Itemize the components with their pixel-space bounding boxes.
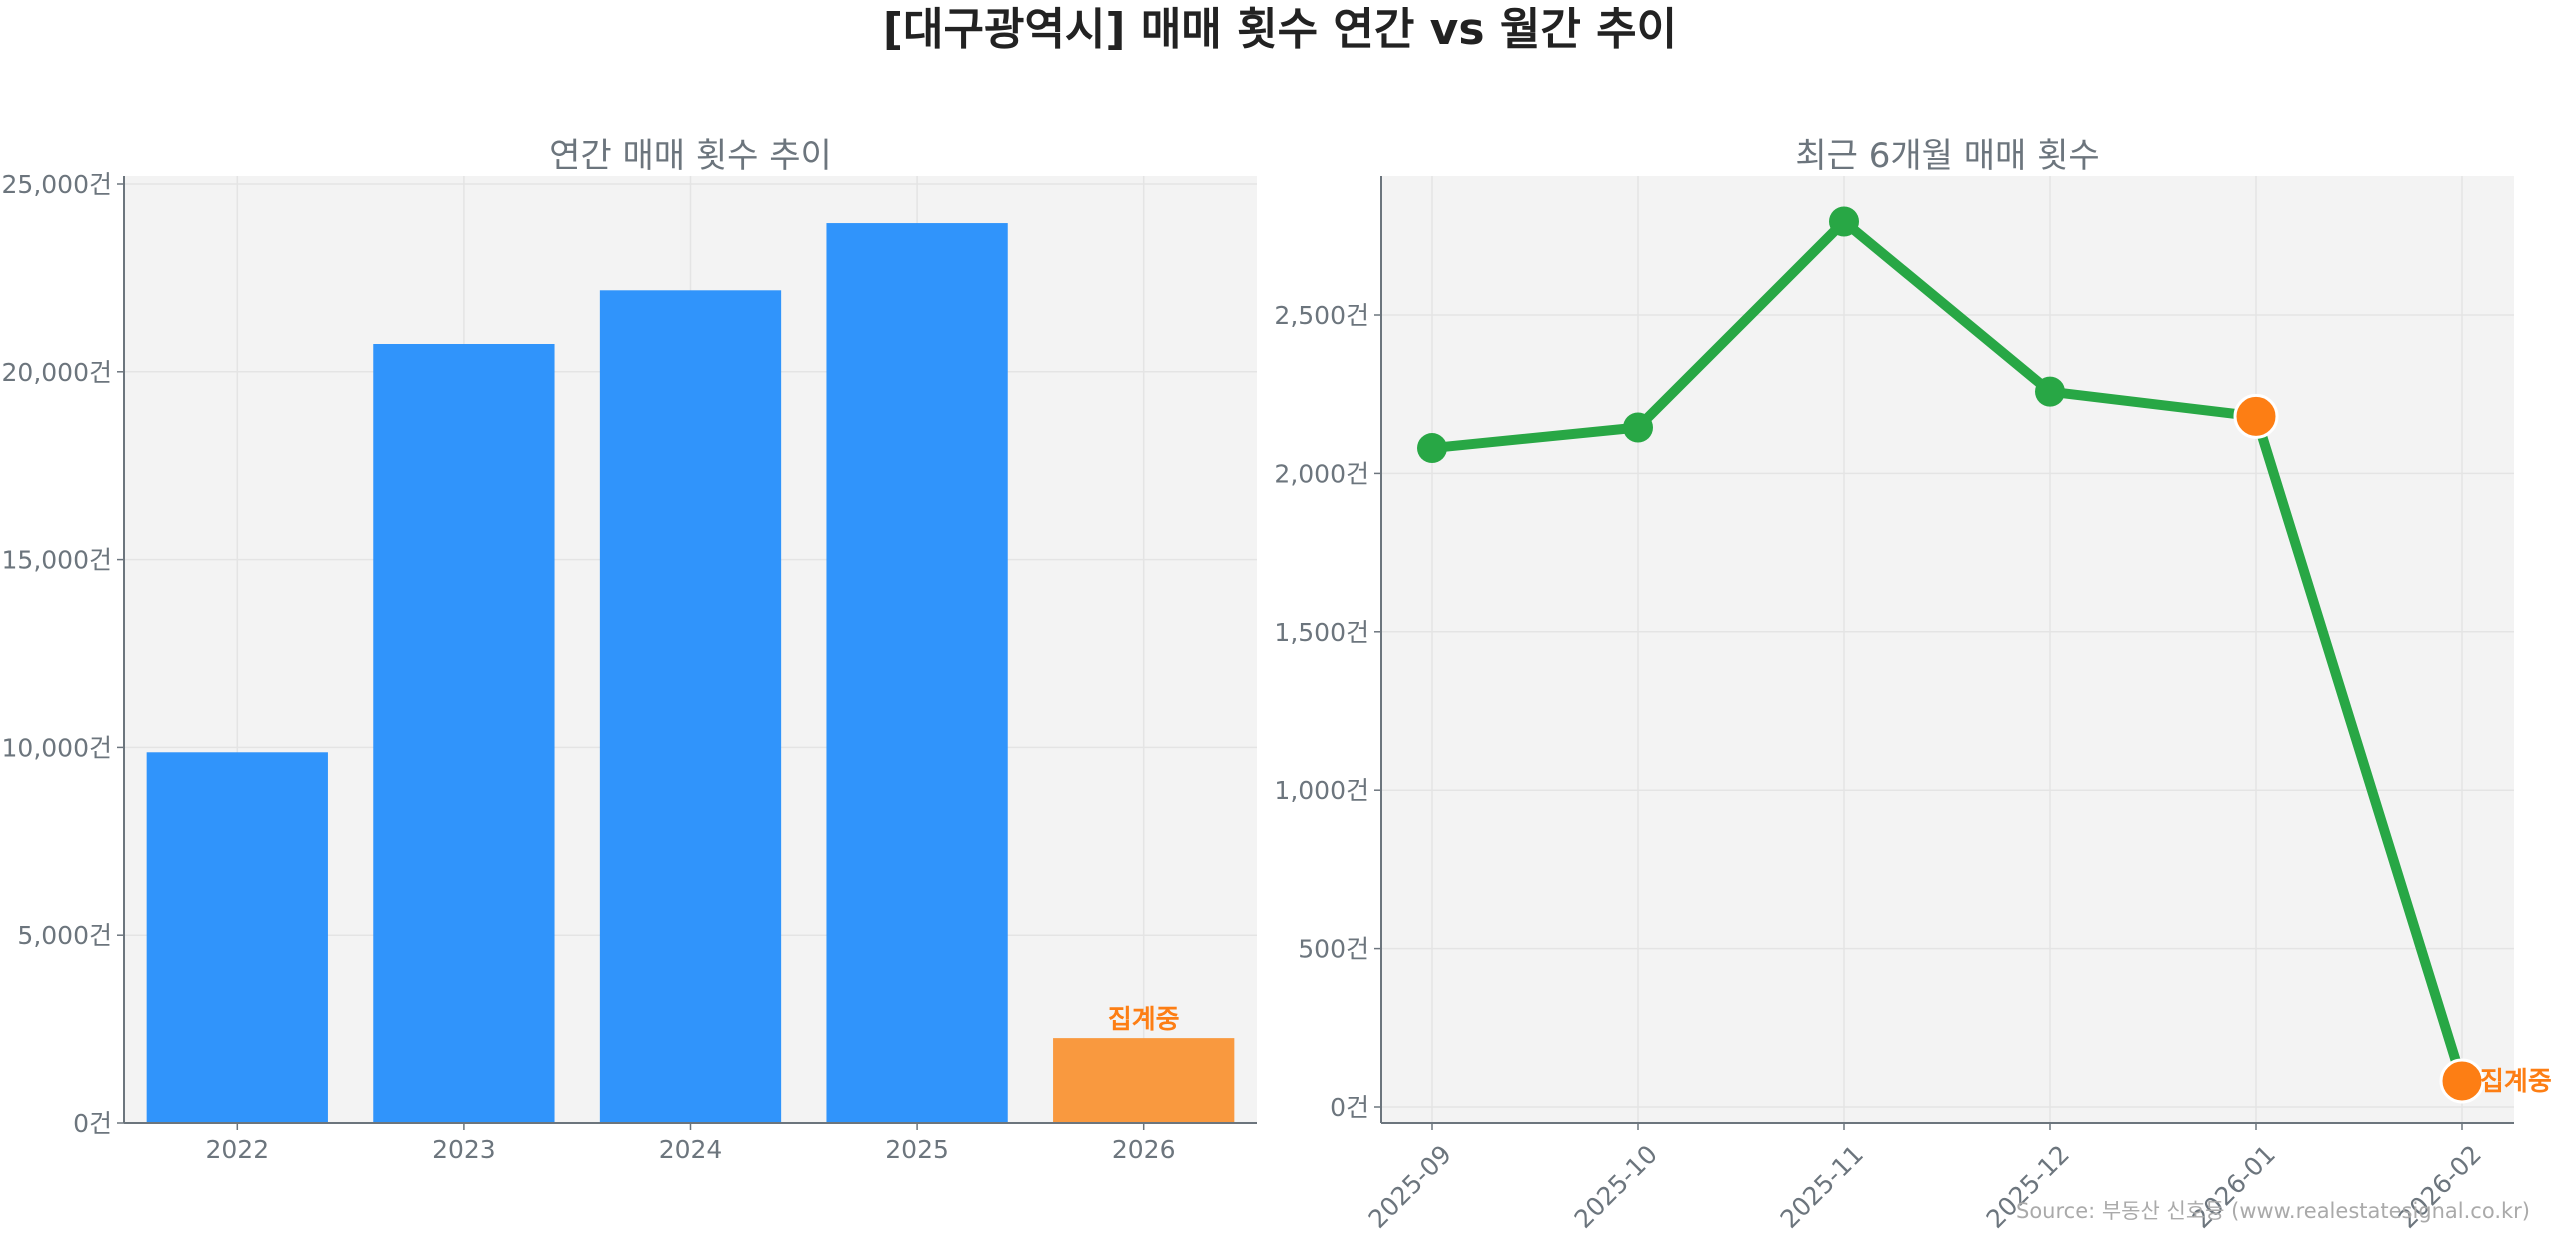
annual-bar-chart: 연간 매매 횟수 추이 0건 5,000건 10,000건 15,000건 20,000건… (2, 136, 1257, 1164)
bar-2022 (146, 752, 328, 1123)
y-tick-label: 0건 (1330, 1093, 1369, 1122)
point-2025-11 (1829, 206, 1859, 237)
y-tick-label: 2,500건 (1274, 301, 1369, 330)
plot-background (1381, 176, 2514, 1123)
partial-annotation: 집계중 (1108, 1005, 1180, 1035)
x-tick-label: 2025-09 (1363, 1139, 1457, 1233)
x-tick-label: 2022 (205, 1135, 269, 1164)
bar-2025 (826, 223, 1008, 1124)
x-tick-label: 2025-10 (1569, 1139, 1663, 1233)
x-tick-label: 2025 (885, 1135, 949, 1164)
y-tick-label: 2,000건 (1274, 459, 1369, 488)
chart-title: 연간 매매 횟수 추이 (549, 136, 832, 176)
point-2026-02 (2439, 1058, 2485, 1104)
x-tick-label: 2025-11 (1775, 1139, 1869, 1233)
y-tick-label: 25,000건 (2, 170, 112, 199)
y-tick-label: 1,000건 (1274, 776, 1369, 805)
bar-2023 (373, 344, 555, 1123)
bar-2024 (599, 290, 782, 1123)
point-2025-12 (2035, 376, 2065, 407)
figure-title: [대구광역시] 매매 횟수 연간 vs 월간 추이 (883, 4, 1677, 55)
y-tick-label: 0건 (73, 1109, 112, 1138)
series-line (1431, 216, 2467, 1083)
point-2026-01 (2233, 393, 2279, 439)
x-tick-label: 2024 (659, 1135, 723, 1164)
partial-annotation: 집계중 (2480, 1067, 2552, 1097)
y-tick-label: 10,000건 (2, 733, 112, 762)
y-tick-label: 5,000건 (17, 921, 112, 950)
bar-2026 (1053, 1038, 1235, 1123)
chart-title: 최근 6개월 매매 횟수 (1795, 136, 2099, 176)
y-tick-label: 20,000건 (2, 358, 112, 387)
y-tick-label: 500건 (1298, 935, 1369, 964)
x-tick-label: 2023 (432, 1135, 496, 1164)
point-2025-10 (1623, 412, 1653, 443)
y-tick-label: 15,000건 (2, 546, 112, 575)
monthly-line-chart: 최근 6개월 매매 횟수 0건 500건 1,000건 1,500건 2,000건 2,50… (1274, 136, 2551, 1234)
x-tick-label: 2026 (1112, 1135, 1176, 1164)
point-2025-09 (1417, 433, 1447, 464)
y-tick-label: 1,500건 (1274, 618, 1369, 647)
source-note: Source: 부동산 신호등 (www.realestatesignal.co… (2016, 1199, 2530, 1223)
